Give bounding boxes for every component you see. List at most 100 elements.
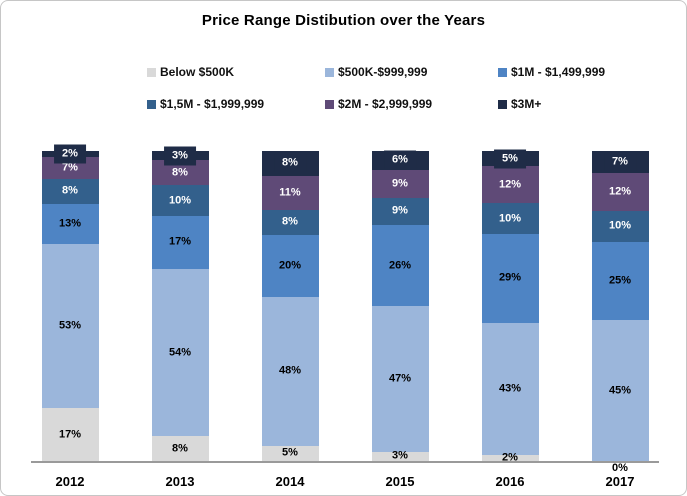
bar-segment: 10% [591, 210, 649, 242]
segment-label: 5% [282, 446, 298, 459]
bar-segment: 8% [261, 151, 319, 176]
legend-label: $1M - $1,499,999 [511, 65, 606, 79]
axis-label-year: 2013 [165, 474, 195, 489]
segment-label: 53% [58, 319, 82, 332]
segment-label: 25% [608, 274, 632, 287]
bar-slot-2016: 2% 43% 29% 10% 12% 5% [455, 121, 565, 463]
bar-segment: 17% [41, 408, 99, 461]
bar-segment: 48% [261, 296, 319, 446]
bar-segment: 9% [371, 197, 429, 226]
legend-item-4: $2M - $2,999,999 [325, 97, 498, 111]
legend-swatch [325, 99, 334, 109]
bar-slot-2013: 8% 54% 17% 10% 8% 3% [125, 121, 235, 461]
bar-segment: 3% [151, 146, 209, 166]
x-axis-labels: 2012 2013 2014 2015 2016 2017 [15, 474, 675, 489]
segment-label: 8% [172, 166, 188, 179]
bar-2014: 5% 48% 20% 8% 11% 8% [261, 151, 319, 461]
segment-label: 54% [168, 346, 192, 358]
bar-slot-2017: 0% 45% 25% 10% 12% 7% [565, 121, 675, 474]
segment-label: 8% [274, 153, 306, 173]
bar-segment: 10% [151, 185, 209, 217]
segment-label: 11% [279, 186, 301, 199]
segment-label: 13% [58, 217, 82, 230]
bar-slot-2012: 17% 53% 13% 8% 7% 2% [15, 121, 125, 461]
bar-slot-2015: 3% 47% 26% 9% 9% 6% [345, 121, 455, 461]
legend-swatch [147, 67, 156, 77]
x-axis-line [31, 461, 659, 463]
legend-swatch [498, 67, 507, 77]
bar-2015: 3% 47% 26% 9% 9% 6% [371, 150, 429, 462]
bar-segment: 45% [591, 320, 649, 461]
axis-label-year: 2017 [605, 474, 635, 489]
bar-2017: 0% 45% 25% 10% 12% 7% [591, 151, 649, 474]
segment-label: 8% [172, 442, 188, 455]
bar-segment: 43% [481, 322, 539, 455]
segment-label: 17% [58, 428, 82, 441]
legend-label: $500K-$999,999 [338, 65, 428, 79]
legend-item-1: $500K-$999,999 [325, 65, 498, 79]
legend-label: Below $500K [160, 65, 235, 79]
segment-label: 48% [278, 364, 302, 377]
legend-label: $2M - $2,999,999 [338, 97, 433, 111]
axis-label-year: 2012 [55, 474, 85, 489]
bar-2013: 8% 54% 17% 10% 8% 3% [151, 146, 209, 461]
axis-label-year: 2014 [275, 474, 305, 489]
segment-label: 8% [62, 184, 78, 197]
bar-slot-2014: 5% 48% 20% 8% 11% 8% [235, 121, 345, 461]
legend-swatch [147, 99, 156, 109]
bar-segment: 26% [371, 225, 429, 307]
segment-label: 9% [392, 204, 408, 217]
bar-segment: 25% [591, 241, 649, 321]
plot-area: 17% 53% 13% 8% 7% 2% 8% 54% 17% 10% 8% 3% 5% 48% 20% 8%… [15, 121, 675, 474]
segment-label: 10% [498, 212, 522, 225]
segment-label: 3% [164, 146, 196, 166]
bar-segment: 6% [371, 150, 429, 170]
legend-label: $3M+ [511, 97, 542, 111]
axis-label-year: 2016 [495, 474, 525, 489]
bar-segment: 29% [481, 233, 539, 323]
segment-label: 10% [168, 194, 192, 207]
legend-item-2: $1M - $1,499,999 [498, 65, 605, 79]
segment-label: 2% [54, 144, 86, 164]
bar-segment: 8% [151, 436, 209, 461]
legend-swatch [498, 99, 507, 109]
bar-segment: 13% [41, 203, 99, 245]
segment-label: 29% [498, 271, 522, 284]
legend: Below $500K $500K-$999,999 $1M - $1,499,99… [147, 65, 605, 111]
bar-segment: 54% [151, 268, 209, 437]
bar-segment: 3% [371, 449, 429, 462]
legend-item-0: Below $500K [147, 65, 325, 79]
bar-segment: 8% [261, 209, 319, 235]
segment-label: 12% [608, 185, 632, 198]
segment-label: 8% [282, 215, 298, 228]
segment-label: 7% [62, 161, 78, 174]
bar-segment: 9% [371, 169, 429, 198]
segment-label: 0% [612, 462, 628, 474]
bar-2016: 2% 43% 29% 10% 12% 5% [481, 149, 539, 463]
segment-label: 3% [392, 449, 408, 462]
bar-segment: 11% [261, 175, 319, 210]
legend-item-3: $1,5M - $1,999,999 [147, 97, 325, 111]
legend-swatch [325, 67, 334, 77]
segment-label: 26% [388, 259, 412, 272]
segment-label: 10% [608, 219, 632, 232]
legend-label: $1,5M - $1,999,999 [160, 97, 265, 111]
bar-2012: 17% 53% 13% 8% 7% 2% [41, 144, 99, 461]
chart-title: Price Range Distibution over the Years [201, 12, 486, 29]
segment-label: 17% [168, 235, 192, 248]
segment-label: 12% [498, 178, 522, 191]
bar-segment: 53% [41, 244, 99, 409]
bar-segment: 47% [371, 306, 429, 452]
bar-segment: 5% [481, 149, 539, 169]
bar-segment: 5% [261, 445, 319, 461]
bar-segment: 17% [151, 216, 209, 269]
bar-segment: 10% [481, 203, 539, 234]
legend-item-5: $3M+ [498, 97, 605, 111]
bar-segment: 2% [481, 452, 539, 463]
segment-label: 47% [388, 372, 412, 385]
bar-segment: 12% [591, 172, 649, 211]
axis-label-year: 2015 [385, 474, 415, 489]
segment-label: 5% [494, 149, 526, 169]
segment-label: 6% [384, 150, 416, 170]
bar-segment: 12% [481, 166, 539, 204]
